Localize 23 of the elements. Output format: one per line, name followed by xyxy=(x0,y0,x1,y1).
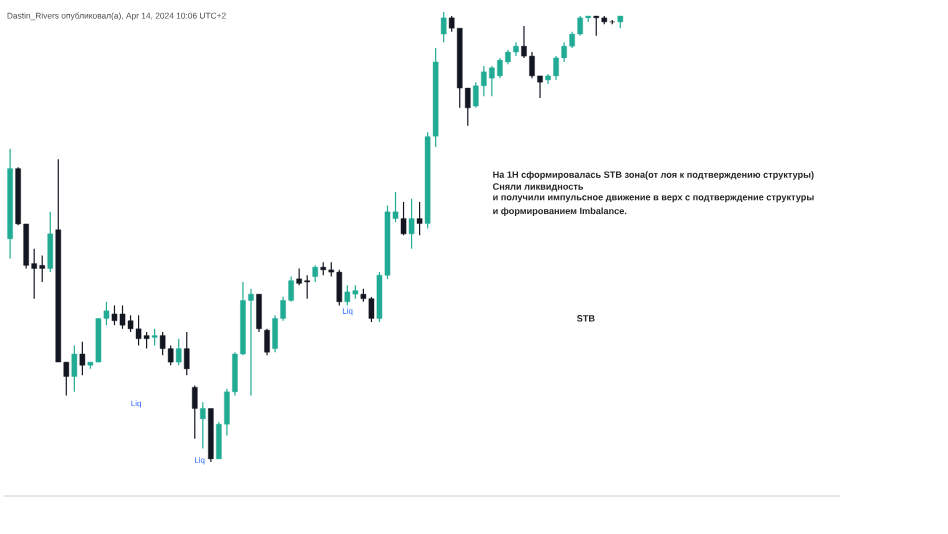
candlestick xyxy=(408,198,415,250)
candlestick xyxy=(368,296,375,323)
candlestick xyxy=(47,211,54,273)
candlestick xyxy=(119,304,126,330)
candlestick xyxy=(111,304,118,326)
candlestick xyxy=(344,284,351,307)
candlestick xyxy=(135,314,142,347)
candlestick xyxy=(208,407,214,463)
candlestick xyxy=(593,15,600,37)
candlestick xyxy=(95,317,102,363)
candlestick xyxy=(71,344,78,393)
candlestick xyxy=(159,331,166,356)
candlestick xyxy=(336,269,343,307)
candlestick xyxy=(440,11,447,43)
candlestick xyxy=(39,254,45,283)
candlestick xyxy=(304,274,310,300)
candlestick xyxy=(79,341,86,376)
candlestick xyxy=(400,201,407,236)
candlestick xyxy=(183,331,190,376)
candlestick xyxy=(200,401,206,450)
candlestick xyxy=(192,384,198,440)
candlestick xyxy=(416,201,423,236)
candlestick xyxy=(175,338,182,366)
